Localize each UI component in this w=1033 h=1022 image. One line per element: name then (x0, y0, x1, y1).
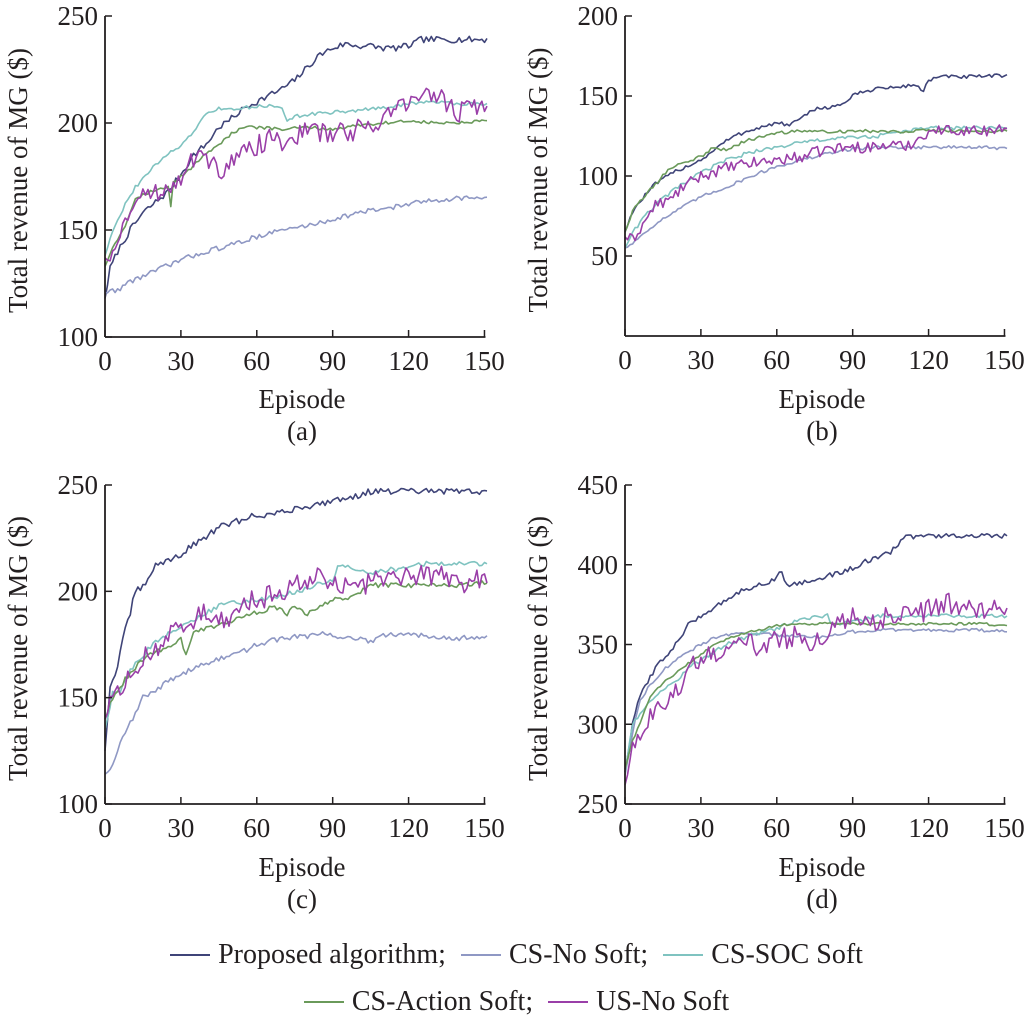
series-line-cs-no-soft (624, 145, 1008, 249)
y-axis-title: Total revenue of MG ($) (3, 48, 33, 313)
legend-separator: ; (640, 939, 649, 970)
x-tick-label: 30 (167, 813, 194, 843)
series-line-cs-action-soft (104, 119, 488, 267)
legend-separator: ; (438, 939, 446, 970)
legend-row-1: Proposed algorithm; CS-No Soft; CS-SOC S… (0, 928, 1033, 975)
legend-item-cs-no-soft: CS-No Soft; (460, 935, 649, 975)
panel-label-a: (a) (287, 416, 317, 446)
legend-swatch-proposed (170, 954, 211, 956)
x-tick-label: 60 (763, 813, 790, 843)
x-tick-label: 120 (388, 346, 429, 376)
y-tick-label: 150 (58, 215, 99, 245)
series-line-cs-no-soft (104, 631, 488, 775)
legend-separator: ; (525, 986, 534, 1017)
legend-item-cs-action-soft: CS-Action Soft; (303, 982, 534, 1022)
legend-item-proposed: Proposed algorithm; (170, 935, 446, 975)
x-axis-title: Episode (259, 852, 346, 882)
x-axis-title: Episode (259, 384, 346, 414)
y-tick-label: 200 (58, 108, 99, 138)
x-tick-label: 30 (687, 813, 714, 843)
y-axis-title: Total revenue of MG ($) (3, 516, 33, 781)
x-tick-label: 90 (319, 813, 346, 843)
panel-label-c: (c) (287, 884, 317, 914)
legend-item-cs-soc-soft: CS-SOC Soft (663, 935, 863, 975)
legend-item-us-no-soft: US-No Soft (548, 982, 729, 1022)
y-tick-label: 100 (58, 789, 99, 819)
series-line-cs-action-soft (624, 128, 1008, 233)
x-tick-label: 120 (388, 813, 429, 843)
x-tick-label: 120 (908, 345, 949, 375)
series-line-cs-soc-soft (104, 560, 488, 730)
x-axis-title: Episode (779, 852, 866, 882)
panel-label-b: (b) (806, 416, 837, 446)
legend-label-cs-soc-soft: CS-SOC Soft (711, 939, 863, 970)
series-line-proposed-algorithm (624, 73, 1008, 233)
subplot-a: 0 30 60 90 120 150 100 150 200 250 Episode Total re… (3, 1, 505, 446)
series-line-proposed-algorithm (104, 35, 488, 299)
series-line-us-no-soft (624, 592, 1008, 786)
series-line-us-no-soft (104, 564, 488, 720)
y-tick-label: 200 (578, 1, 619, 31)
legend-row-2: CS-Action Soft; US-No Soft (0, 975, 1033, 1022)
legend-swatch-cs-soc-soft (663, 954, 704, 956)
legend-label-cs-action-soft: CS-Action Soft (351, 986, 526, 1017)
x-tick-label: 150 (984, 345, 1025, 375)
series-line-cs-soc-soft (104, 100, 488, 256)
series-line-cs-no-soft (104, 195, 488, 294)
legend-swatch-cs-action-soft (303, 1001, 344, 1003)
y-tick-label: 200 (58, 576, 99, 606)
x-tick-label: 30 (687, 345, 714, 375)
x-tick-label: 0 (98, 813, 112, 843)
legend-swatch-cs-no-soft (460, 954, 501, 956)
x-tick-label: 30 (167, 346, 194, 376)
x-tick-label: 120 (908, 813, 949, 843)
panel-label-d: (d) (806, 884, 837, 914)
series-line-us-no-soft (104, 87, 488, 262)
series-line-us-no-soft (624, 124, 1008, 242)
y-tick-label: 250 (58, 1, 99, 31)
y-tick-label: 250 (578, 789, 619, 819)
y-tick-label: 300 (578, 709, 619, 739)
y-tick-label: 250 (58, 470, 99, 500)
y-tick-label: 50 (591, 241, 618, 271)
x-tick-label: 0 (618, 813, 632, 843)
x-tick-label: 60 (243, 346, 270, 376)
x-tick-label: 60 (243, 813, 270, 843)
y-axis-title: Total revenue of MG ($) (523, 47, 553, 312)
x-tick-label: 90 (839, 813, 866, 843)
x-axis-title: Episode (779, 384, 866, 414)
legend: Proposed algorithm; CS-No Soft; CS-SOC S… (0, 928, 1033, 1022)
series-line-cs-action-soft (624, 621, 1008, 770)
y-axis-title: Total revenue of MG ($) (523, 516, 553, 781)
legend-label-proposed: Proposed algorithm (218, 939, 439, 970)
x-tick-label: 90 (319, 346, 346, 376)
x-tick-label: 0 (618, 345, 632, 375)
series-line-proposed-algorithm (104, 487, 488, 751)
subplot-b: 0 30 60 90 120 150 50 100 150 200 Episode Total rev… (523, 1, 1025, 446)
y-tick-label: 100 (58, 322, 99, 352)
y-tick-label: 350 (578, 630, 619, 660)
series-line-cs-action-soft (104, 580, 488, 720)
x-tick-label: 0 (98, 346, 112, 376)
y-tick-label: 400 (578, 550, 619, 580)
series-line-cs-no-soft (624, 627, 1008, 776)
x-tick-label: 150 (464, 813, 505, 843)
series-line-proposed-algorithm (624, 533, 1008, 773)
y-tick-label: 100 (578, 161, 619, 191)
x-tick-label: 60 (763, 345, 790, 375)
y-tick-label: 450 (578, 470, 619, 500)
x-tick-label: 150 (984, 813, 1025, 843)
legend-label-us-no-soft: US-No Soft (596, 986, 730, 1017)
subplot-c: 0 30 60 90 120 150 100 150 200 250 Episode Total re… (3, 470, 505, 914)
x-tick-label: 90 (839, 345, 866, 375)
y-tick-label: 150 (58, 683, 99, 713)
subplot-d: 0 30 60 90 120 150 250 300 350 400 450 Episode Total… (523, 470, 1025, 914)
legend-swatch-us-no-soft (548, 1001, 589, 1003)
y-tick-label: 150 (578, 81, 619, 111)
legend-label-cs-no-soft: CS-No Soft (508, 939, 641, 970)
x-tick-label: 150 (464, 346, 505, 376)
